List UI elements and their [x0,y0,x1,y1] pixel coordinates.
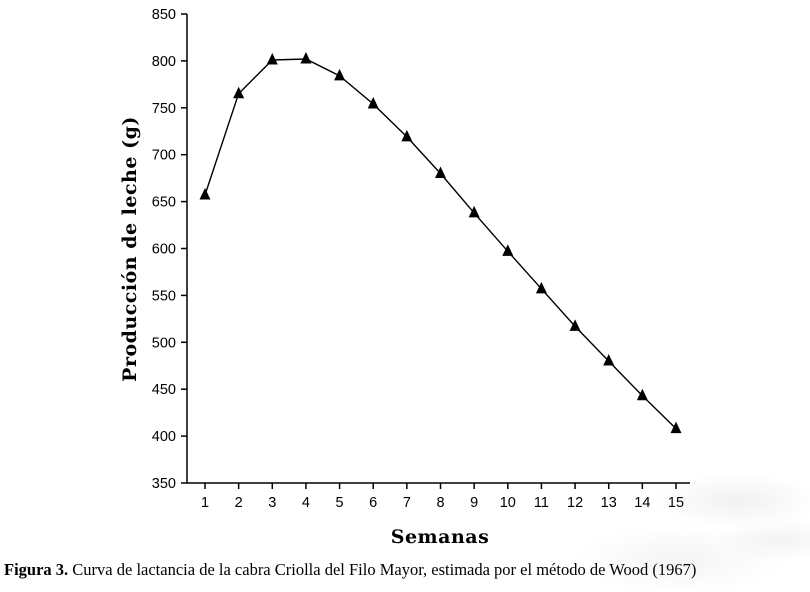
y-tick-label: 400 [152,429,176,445]
y-tick-label: 700 [152,148,176,164]
x-tick-label: 4 [302,495,310,511]
x-tick-label: 9 [470,495,478,511]
data-line [204,58,677,430]
data-marker-triangle [266,52,278,65]
data-marker-triangle [468,205,480,218]
x-tick-label: 5 [336,495,344,511]
x-tick-label: 14 [634,495,650,511]
y-tick-label: 650 [152,195,176,211]
figure-caption-text: Curva de lactancia de la cabra Criolla d… [68,560,697,579]
data-marker-triangle [636,388,648,401]
x-tick-label: 1 [201,495,209,511]
data-marker-triangle [670,421,682,434]
data-marker-triangle [233,86,245,99]
data-marker-triangle [502,244,514,256]
x-tick-label: 2 [235,495,243,511]
data-marker-triangle [334,68,346,81]
lactation-chart: 350 400 450 500 550 600 650 700 750 800 850 1 2 3 4 5 6 7… [119,7,690,548]
y-tick-label: 600 [152,242,176,258]
data-marker-triangle [401,129,413,142]
data-marker-triangle [535,281,547,294]
y-tick-label: 800 [152,54,176,70]
x-tick-label: 8 [436,495,444,511]
y-tick-label: 850 [152,7,176,23]
x-tick-label: 7 [403,495,411,511]
data-marker-triangle [367,97,379,109]
figure-caption: Figura 3. Curva de lactancia de la cabra… [4,560,806,580]
y-axis-label: Producción de leche (g) [119,116,141,382]
data-marker-triangle [300,52,312,64]
y-tick-label: 450 [152,382,176,398]
data-marker-triangle [603,354,615,366]
x-tick-label: 15 [668,495,684,511]
x-axis-label: Semanas [391,526,490,548]
y-tick-label: 500 [152,335,176,351]
x-tick-label: 10 [500,495,516,511]
figure-caption-label: Figura 3. [4,560,69,579]
y-tick-label: 350 [152,476,176,492]
data-marker-triangle [199,188,211,200]
x-tick-label: 12 [567,495,583,511]
data-marker-triangle [569,319,581,331]
x-tick-label: 3 [268,495,276,511]
x-tick-label: 11 [534,495,549,511]
x-tick-label: 6 [369,495,377,511]
data-marker-triangle [435,166,446,178]
x-tick-label: 13 [601,495,617,511]
y-tick-label: 750 [152,101,176,117]
data-series [199,52,682,434]
y-tick-label: 550 [152,288,176,304]
